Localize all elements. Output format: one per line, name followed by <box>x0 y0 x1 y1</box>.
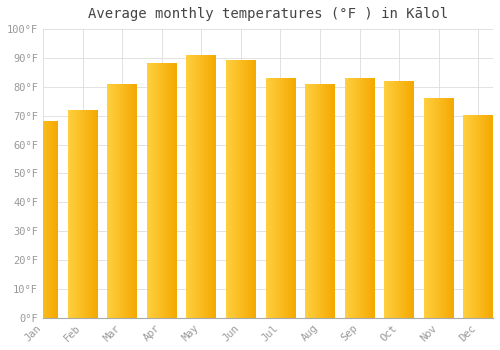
Title: Average monthly temperatures (°F ) in Kālol: Average monthly temperatures (°F ) in Kā… <box>88 7 448 21</box>
